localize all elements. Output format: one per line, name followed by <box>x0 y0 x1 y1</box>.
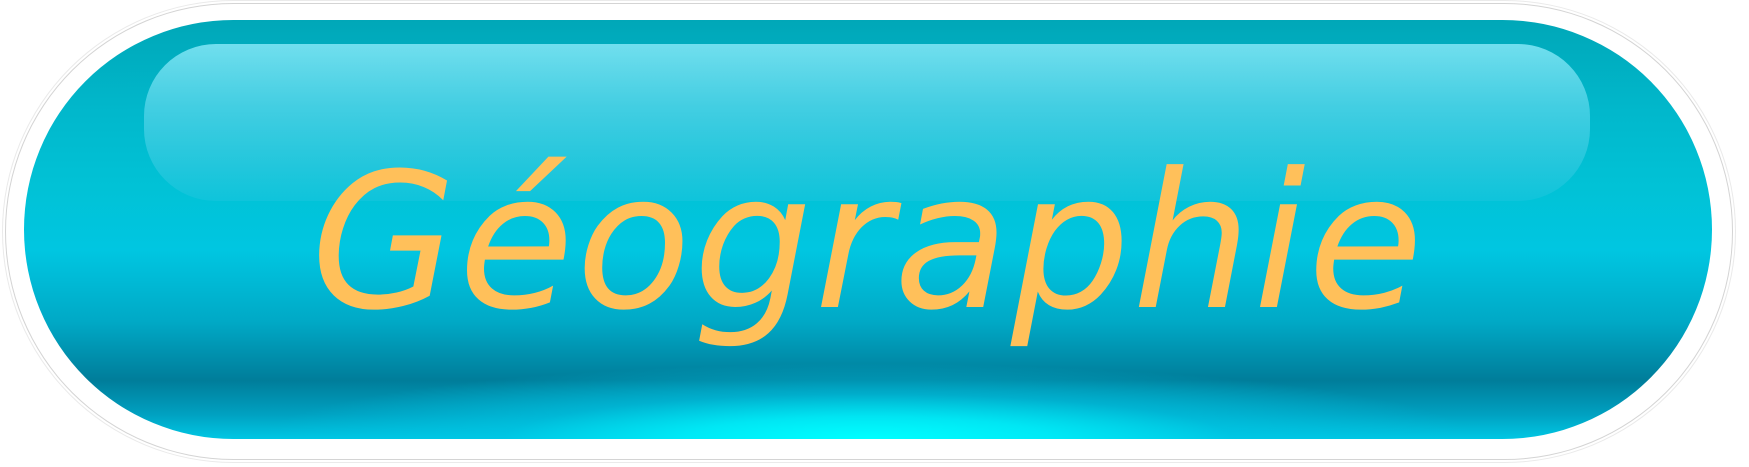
geographie-button[interactable]: Géographie <box>24 20 1712 439</box>
button-label: Géographie <box>310 133 1426 352</box>
button-gloss-highlight <box>144 44 1590 201</box>
